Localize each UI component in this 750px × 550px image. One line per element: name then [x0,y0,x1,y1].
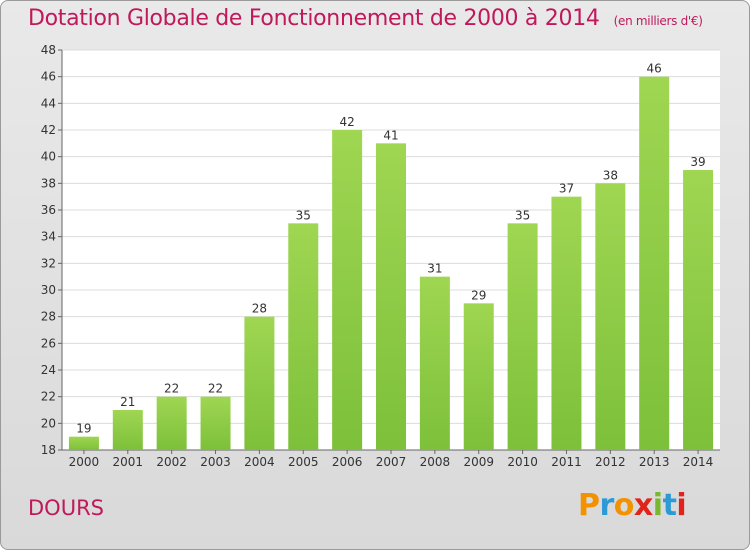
data-label: 22 [164,382,179,396]
bar [639,76,670,451]
data-label: 21 [120,395,135,409]
data-label: 39 [690,155,705,169]
bar [156,396,187,450]
data-label: 46 [647,62,662,76]
chart-title: Dotation Globale de Fonctionnement de 20… [28,6,703,31]
bar [200,396,231,450]
x-tick-label: 2011 [551,455,582,469]
data-label: 37 [559,182,574,196]
commune-name: DOURS [28,496,104,520]
x-tick-label: 2004 [244,455,275,469]
y-tick-label: 30 [41,283,56,297]
y-tick-label: 28 [41,310,56,324]
x-tick-label: 2010 [507,455,538,469]
bar [419,276,450,450]
bar [332,130,363,450]
chart-title-text: Dotation Globale de Fonctionnement de 20… [28,6,600,31]
bar [288,223,319,450]
data-label: 29 [471,288,486,302]
logo-letter: i [652,488,663,523]
logo-letter: x [633,488,653,523]
y-tick-label: 20 [41,416,56,430]
y-tick-label: 24 [41,363,56,377]
y-tick-label: 38 [41,176,56,190]
bar [683,170,714,450]
data-label: 28 [252,302,267,316]
y-tick-label: 18 [41,443,56,457]
x-tick-label: 2006 [332,455,363,469]
logo-letter: P [578,488,600,523]
y-tick-label: 26 [41,336,56,350]
x-tick-label: 2005 [288,455,319,469]
data-label: 35 [296,208,311,222]
y-tick-label: 22 [41,390,56,404]
x-tick-label: 2001 [113,455,144,469]
logo-letter: r [599,488,615,523]
x-tick-label: 2008 [420,455,451,469]
data-label: 35 [515,208,530,222]
bar [68,436,99,450]
data-label: 42 [339,115,354,129]
y-tick-label: 48 [41,43,56,57]
y-tick-label: 34 [41,230,56,244]
data-label: 31 [427,262,442,276]
x-tick-label: 2014 [683,455,714,469]
logo-letter: i [676,488,687,523]
x-tick-label: 2000 [69,455,100,469]
bar [244,316,275,450]
x-tick-label: 2012 [595,455,626,469]
data-label: 22 [208,382,223,396]
x-tick-label: 2009 [463,455,494,469]
y-tick-label: 42 [41,123,56,137]
proxiti-logo: Proxiti [578,488,687,523]
y-tick-label: 32 [41,256,56,270]
logo-letter: t [662,488,677,523]
x-tick-label: 2013 [639,455,670,469]
data-label: 38 [603,168,618,182]
x-tick-label: 2002 [156,455,187,469]
data-label: 41 [383,128,398,142]
bar [551,196,582,450]
y-tick-label: 36 [41,203,56,217]
bar [463,303,494,450]
bar [376,143,406,451]
bar [507,223,538,450]
y-tick-label: 46 [41,70,56,84]
bar [112,410,143,450]
chart-subtitle: (en milliers d'€) [613,14,703,28]
logo-letter: o [613,488,635,523]
x-tick-label: 2003 [200,455,231,469]
data-label: 19 [76,422,91,436]
y-tick-label: 44 [41,96,56,110]
bar [595,183,626,451]
x-tick-label: 2007 [376,455,407,469]
y-tick-label: 40 [41,150,56,164]
